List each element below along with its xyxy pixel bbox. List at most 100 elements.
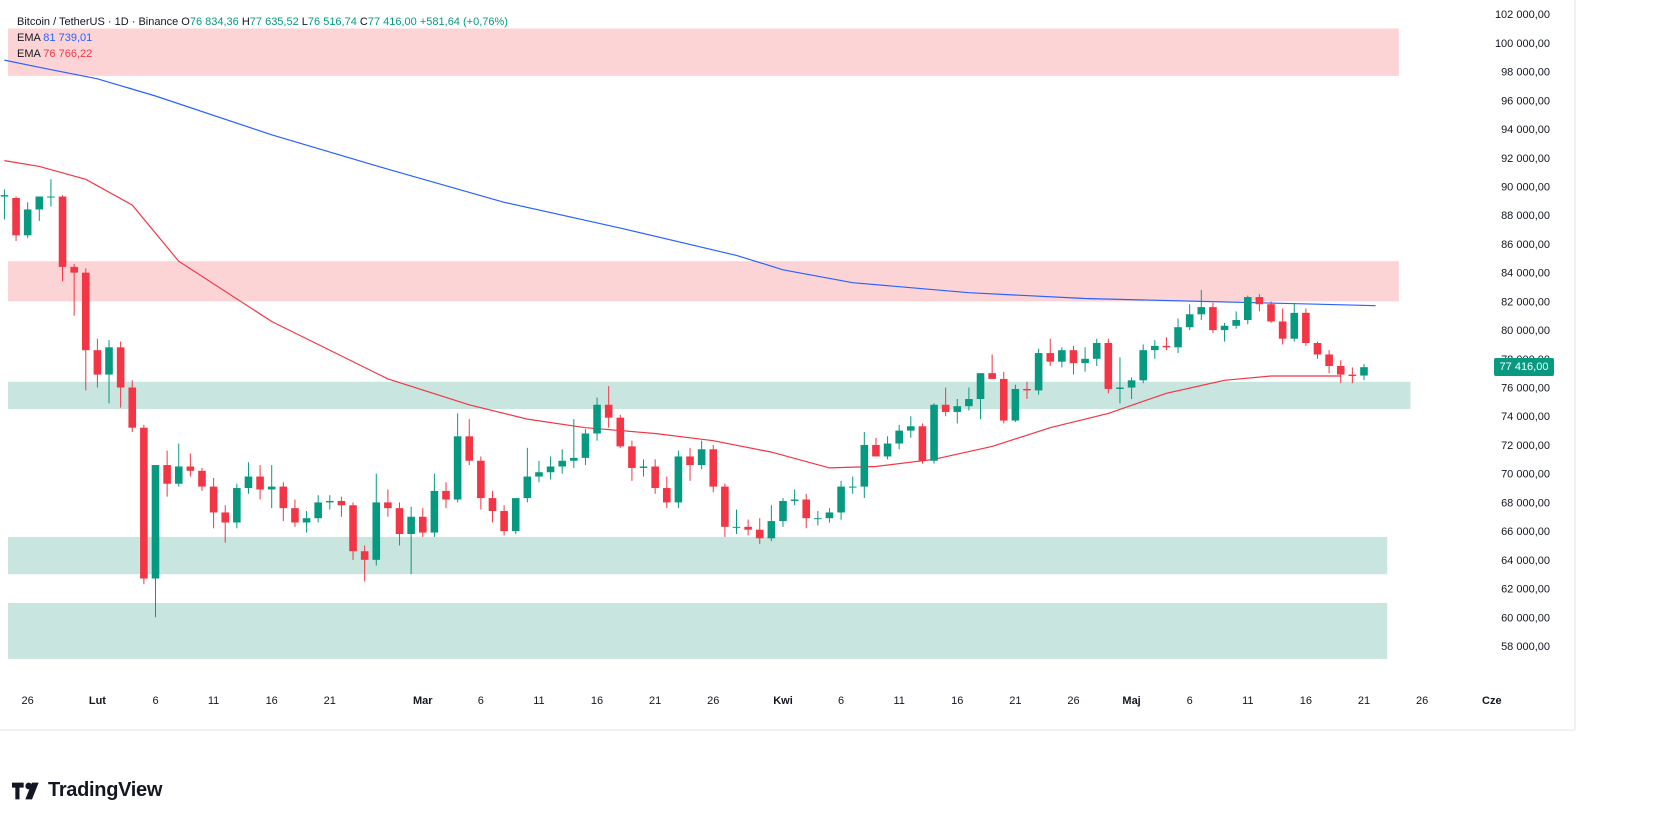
candle[interactable]: [186, 453, 195, 477]
candle[interactable]: [337, 496, 346, 517]
candle[interactable]: [744, 519, 752, 536]
candle[interactable]: [140, 424, 148, 585]
candle[interactable]: [1104, 338, 1113, 394]
candle[interactable]: [488, 490, 497, 523]
candle[interactable]: [918, 423, 927, 464]
candle[interactable]: [1336, 360, 1345, 384]
candle[interactable]: [953, 399, 962, 424]
candle[interactable]: [697, 440, 706, 470]
candle[interactable]: [604, 386, 613, 428]
candle[interactable]: [128, 380, 137, 433]
candle[interactable]: [349, 502, 357, 560]
candle[interactable]: [395, 502, 404, 546]
candle[interactable]: [593, 397, 601, 441]
support-zone-3[interactable]: [8, 536, 1388, 575]
candle[interactable]: [221, 505, 230, 543]
candle[interactable]: [93, 338, 102, 388]
candle[interactable]: [662, 476, 671, 509]
candle[interactable]: [941, 387, 950, 417]
candle[interactable]: [1302, 308, 1310, 346]
candle[interactable]: [465, 419, 474, 466]
candle[interactable]: [1220, 322, 1229, 342]
candle[interactable]: [1081, 347, 1089, 372]
candle[interactable]: [1034, 348, 1043, 395]
candle[interactable]: [1209, 302, 1217, 333]
candle[interactable]: [883, 436, 892, 460]
candle[interactable]: [291, 499, 299, 527]
candle[interactable]: [616, 414, 625, 448]
candle[interactable]: [686, 447, 694, 481]
candle[interactable]: [779, 498, 787, 527]
candle[interactable]: [302, 511, 311, 533]
candle[interactable]: [81, 268, 90, 391]
candle[interactable]: [523, 447, 532, 503]
ema-fast-row[interactable]: EMA 76 766,22: [17, 46, 508, 62]
resistance-zone-1[interactable]: [8, 261, 1399, 302]
candle[interactable]: [477, 456, 485, 510]
candle[interactable]: [70, 264, 78, 316]
candle[interactable]: [570, 419, 578, 468]
candle[interactable]: [755, 518, 764, 545]
candle[interactable]: [581, 429, 590, 466]
candle[interactable]: [384, 489, 392, 517]
support-zone-4[interactable]: [8, 602, 1388, 659]
candle[interactable]: [407, 506, 415, 575]
candle[interactable]: [35, 196, 44, 221]
candle[interactable]: [837, 480, 845, 520]
candle[interactable]: [1011, 384, 1020, 422]
candle[interactable]: [825, 508, 834, 523]
candle[interactable]: [163, 450, 171, 497]
candle[interactable]: [1116, 357, 1124, 404]
candle[interactable]: [1162, 337, 1171, 351]
ema-line-1[interactable]: [4, 160, 1341, 469]
candle[interactable]: [244, 462, 253, 494]
candle[interactable]: [1232, 311, 1240, 329]
ema-line-0[interactable]: [4, 59, 1376, 307]
candle[interactable]: [174, 443, 183, 487]
candle[interactable]: [151, 465, 160, 618]
candle[interactable]: [988, 354, 996, 379]
candle[interactable]: [314, 495, 322, 523]
candle[interactable]: [546, 456, 555, 480]
candle[interactable]: [1092, 338, 1101, 366]
candle[interactable]: [1151, 340, 1159, 359]
candle[interactable]: [651, 459, 659, 494]
candle[interactable]: [930, 403, 938, 464]
candle[interactable]: [1197, 289, 1206, 321]
candle[interactable]: [209, 477, 218, 529]
candle[interactable]: [442, 482, 450, 509]
candle[interactable]: [767, 505, 776, 542]
candle[interactable]: [23, 202, 32, 239]
candle[interactable]: [814, 511, 822, 526]
candle[interactable]: [999, 371, 1008, 424]
candle[interactable]: [802, 493, 811, 529]
candle[interactable]: [1267, 301, 1275, 323]
candle[interactable]: [1069, 345, 1078, 375]
time-axis[interactable]: 26 Lut 6 11 16 21 Mar 6 11 16 21 26 Kwi 6 11 16 21 26 Maj 6…: [22, 695, 1502, 707]
candle[interactable]: [0, 189, 9, 220]
candle[interactable]: [116, 341, 125, 408]
candle[interactable]: [639, 459, 648, 477]
candle[interactable]: [558, 449, 566, 474]
candle[interactable]: [965, 387, 973, 411]
candle[interactable]: [1058, 347, 1066, 368]
candle[interactable]: [500, 505, 508, 536]
candle[interactable]: [1290, 302, 1299, 342]
candle[interactable]: [732, 509, 741, 534]
candle[interactable]: [1174, 318, 1182, 354]
candle[interactable]: [860, 432, 869, 499]
candle[interactable]: [1360, 364, 1368, 381]
candle[interactable]: [511, 498, 520, 534]
candle[interactable]: [709, 444, 718, 493]
candle[interactable]: [1313, 341, 1322, 359]
candle[interactable]: [1127, 377, 1136, 400]
candle[interactable]: [1255, 294, 1264, 312]
candle[interactable]: [721, 483, 729, 537]
price-axis[interactable]: 58 000,00 60 000,00 62 000,00 64 000,00 66 0…: [1495, 9, 1550, 653]
candle[interactable]: [848, 476, 857, 494]
candle[interactable]: [58, 195, 67, 282]
tradingview-logo[interactable]: TradingView: [12, 779, 162, 802]
candle[interactable]: [1046, 338, 1055, 366]
candle[interactable]: [1348, 367, 1357, 384]
